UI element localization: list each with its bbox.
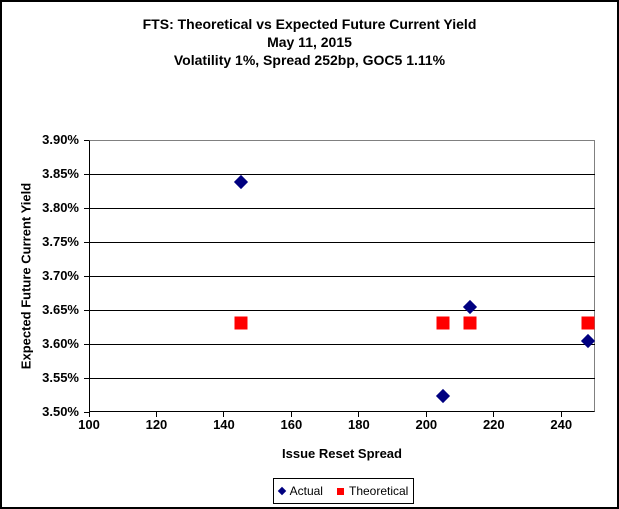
y-axis-tick — [84, 207, 89, 209]
y-tick-label: 3.80% — [42, 200, 79, 215]
y-axis-tick — [84, 241, 89, 243]
marker-theoretical — [581, 316, 595, 330]
legend-item-actual: Actual — [277, 484, 323, 498]
marker-theoretical — [436, 316, 450, 330]
legend-diamond-icon — [277, 486, 286, 496]
legend-label-actual: Actual — [289, 484, 323, 498]
legend: Actual Theoretical — [273, 478, 414, 504]
marker-theoretical — [463, 316, 477, 330]
h-gridline — [89, 309, 595, 311]
y-tick-label: 3.55% — [42, 370, 79, 385]
x-tick-label: 140 — [213, 417, 235, 432]
y-axis-tick — [84, 173, 89, 175]
h-gridline — [89, 343, 595, 345]
x-axis-title: Issue Reset Spread — [282, 446, 402, 461]
chart-title-line-1: FTS: Theoretical vs Expected Future Curr… — [142, 16, 477, 32]
x-tick-label: 180 — [348, 417, 370, 432]
h-gridline — [89, 173, 595, 175]
y-tick-label: 3.65% — [42, 302, 79, 317]
legend-square-icon — [336, 487, 344, 495]
y-tick-label: 3.60% — [42, 336, 79, 351]
y-tick-label: 3.90% — [42, 132, 79, 147]
h-gridline — [89, 207, 595, 209]
chart-title: FTS: Theoretical vs Expected Future Curr… — [2, 15, 617, 69]
y-axis-tick — [84, 309, 89, 311]
x-axis-tick — [358, 412, 360, 417]
y-tick-label: 3.50% — [42, 404, 79, 419]
y-axis-tick — [84, 139, 89, 141]
marker-theoretical — [234, 316, 248, 330]
x-axis-tick — [155, 412, 157, 417]
x-axis-tick — [290, 412, 292, 417]
h-gridline — [89, 275, 595, 277]
h-gridline — [89, 241, 595, 243]
x-axis-tick — [88, 412, 90, 417]
legend-label-theoretical: Theoretical — [348, 484, 409, 498]
y-axis-tick — [84, 377, 89, 379]
y-tick-label: 3.70% — [42, 268, 79, 283]
h-gridline — [89, 377, 595, 379]
x-axis-tick — [425, 412, 427, 417]
y-tick-label: 3.75% — [42, 234, 79, 249]
y-axis-tick — [84, 343, 89, 345]
y-tick-label: 3.85% — [42, 166, 79, 181]
y-axis-tick — [84, 411, 89, 413]
x-tick-label: 120 — [145, 417, 168, 432]
x-axis-tick — [560, 412, 562, 417]
x-axis-tick — [493, 412, 495, 417]
x-tick-label: 200 — [415, 417, 438, 432]
x-tick-label: 160 — [280, 417, 303, 432]
legend-item-theoretical: Theoretical — [336, 484, 409, 498]
x-tick-label: 240 — [550, 417, 573, 432]
x-axis-tick — [223, 412, 225, 417]
y-axis-tick — [84, 275, 89, 277]
x-tick-label: 100 — [78, 417, 100, 432]
chart-title-line-3: Volatility 1%, Spread 252bp, GOC5 1.11% — [173, 52, 446, 68]
chart-title-line-2: May 11, 2015 — [267, 34, 352, 50]
x-tick-label: 220 — [482, 417, 505, 432]
